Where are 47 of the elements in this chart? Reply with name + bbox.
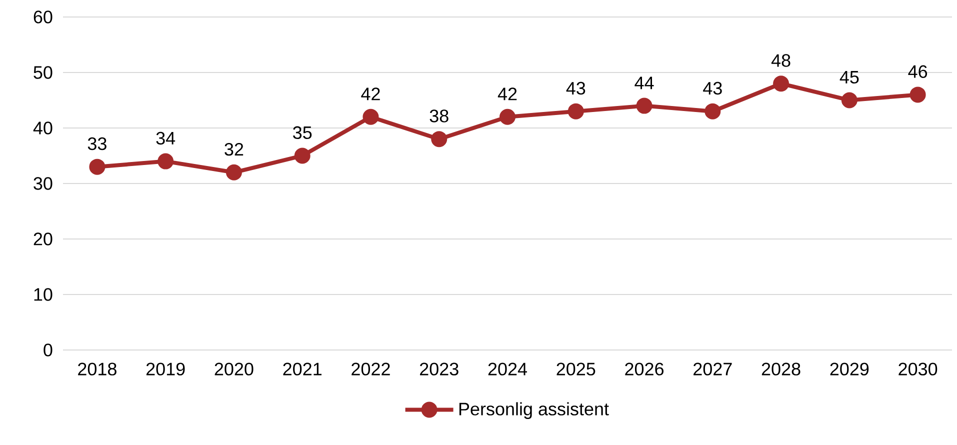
x-tick-label: 2024: [488, 362, 527, 376]
y-tick-label: 40: [33, 122, 52, 134]
data-label: 32: [224, 142, 244, 156]
data-label: 42: [498, 88, 517, 100]
point: [362, 108, 379, 125]
point: [294, 148, 310, 164]
data-label: 35: [293, 126, 312, 140]
point: [910, 86, 926, 103]
y-tick-label: 30: [34, 177, 52, 190]
data-label: 48: [771, 54, 790, 67]
point: [841, 92, 858, 108]
x-tick-label: 2023: [420, 362, 458, 376]
point: [704, 103, 721, 120]
point: [89, 158, 106, 175]
point: [431, 131, 448, 148]
x-tick-label: 2026: [625, 362, 664, 376]
x-tick-label: 2019: [146, 362, 185, 376]
point: [500, 108, 516, 125]
data-label: 46: [908, 65, 928, 78]
y-tick-label: 0: [44, 344, 52, 356]
x-tick-label: 2025: [556, 362, 596, 376]
data-label: 33: [88, 137, 106, 150]
data-label: 44: [634, 76, 654, 90]
y-tick-label: 50: [34, 66, 52, 79]
data-label: 38: [430, 110, 448, 122]
point: [636, 98, 652, 114]
point: [226, 164, 242, 180]
data-label: 43: [703, 82, 722, 95]
x-tick-label: 2029: [830, 362, 869, 376]
y-tick-label: 10: [34, 288, 52, 301]
data-label: 43: [566, 82, 586, 95]
y-tick-label: 20: [34, 232, 52, 246]
data-label: 34: [156, 132, 176, 145]
point: [773, 76, 790, 92]
x-tick-label: 2020: [214, 362, 254, 376]
x-tick-label: 2027: [694, 362, 732, 376]
data-label: 45: [840, 70, 859, 84]
x-tick-label: 2030: [898, 362, 938, 376]
point: [158, 153, 174, 170]
data-label: 42: [361, 88, 380, 100]
legend-label: Personlig assistent: [459, 402, 609, 419]
x-tick-label: 2021: [283, 362, 322, 376]
x-tick-label: 2028: [762, 362, 800, 376]
x-tick-label: 2022: [352, 362, 390, 376]
point: [568, 103, 584, 120]
y-tick-label: 60: [34, 10, 52, 24]
x-tick-label: 2018: [78, 362, 116, 376]
